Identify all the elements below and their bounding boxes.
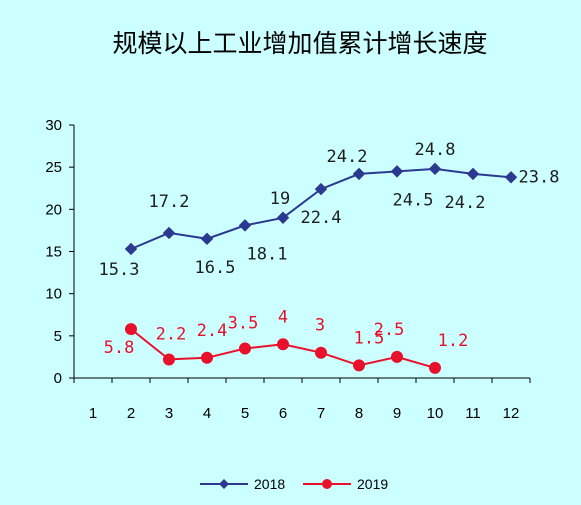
x-tick-label: 9 xyxy=(393,405,401,422)
legend-label: 2018 xyxy=(254,476,285,492)
data-label: 1.5 xyxy=(354,328,385,348)
data-point xyxy=(504,171,518,184)
x-tick-label: 5 xyxy=(241,405,249,422)
x-tick-label: 10 xyxy=(427,405,444,422)
data-label: 2.2 xyxy=(156,324,187,344)
data-label: 3.5 xyxy=(228,313,259,333)
data-point xyxy=(125,323,137,336)
data-point xyxy=(390,165,404,178)
x-tick-label: 2 xyxy=(127,405,135,422)
data-point xyxy=(162,226,176,240)
data-point xyxy=(201,351,213,364)
data-label: 2.5 xyxy=(374,320,405,340)
data-point xyxy=(239,342,251,355)
series-b: 5.8 2.2 2.4 3.5 4 3 1.52.5 1.2 xyxy=(104,307,469,374)
chart-legend: 2018 2019 xyxy=(200,476,388,492)
data-point xyxy=(352,167,366,181)
legend-item: 2019 xyxy=(303,476,388,492)
data-point xyxy=(314,182,328,196)
data-label: 17.2 xyxy=(149,192,190,212)
data-point xyxy=(163,353,175,366)
data-label: 15.3 xyxy=(99,260,140,280)
data-label: 4 xyxy=(278,307,288,327)
data-label: 19 xyxy=(270,189,290,209)
y-tick-label: 0 xyxy=(54,370,62,387)
data-point xyxy=(466,167,480,181)
data-point xyxy=(276,211,290,224)
x-tick-label: 8 xyxy=(355,405,363,422)
data-point xyxy=(124,242,138,256)
legend-item: 2018 xyxy=(200,476,285,492)
data-label: 2.4 xyxy=(197,321,228,341)
x-tick-label: 4 xyxy=(203,405,211,422)
legend-marker xyxy=(322,479,332,489)
data-point xyxy=(353,359,365,372)
data-label: 24.2 xyxy=(445,193,486,213)
x-tick-label: 7 xyxy=(317,405,325,422)
data-label: 5.8 xyxy=(104,338,135,358)
y-tick-label: 20 xyxy=(45,201,62,218)
data-label: 22.4 xyxy=(301,208,342,228)
data-label: 24.8 xyxy=(415,140,456,160)
legend-marker xyxy=(219,479,229,489)
y-tick-label: 5 xyxy=(54,328,62,345)
x-tick-label: 1 xyxy=(89,405,97,422)
data-label: 1.2 xyxy=(438,331,469,351)
y-tick-label: 25 xyxy=(45,159,62,176)
x-tick-label: 3 xyxy=(165,405,173,422)
data-point xyxy=(429,361,441,374)
data-point xyxy=(315,346,327,359)
series-a: 15.3 17.2 16.5 18.1 19 22.4 24.2 24.5 24.8 24.2 23… xyxy=(99,140,560,280)
x-tick-label: 6 xyxy=(279,405,287,422)
legend-label: 2019 xyxy=(357,476,388,492)
data-point xyxy=(200,232,214,246)
plot-area: 15.3 17.2 16.5 18.1 19 22.4 24.2 24.5 24.8 24.2 23… xyxy=(99,140,560,374)
data-label: 24.2 xyxy=(327,147,368,167)
chart-title: 规模以上工业增加值累计增长速度 xyxy=(112,29,487,58)
data-point xyxy=(391,350,403,363)
data-label: 18.1 xyxy=(247,244,288,264)
data-point xyxy=(277,338,289,351)
data-label: 23.8 xyxy=(519,167,560,187)
data-label: 24.5 xyxy=(393,190,434,210)
data-label: 3 xyxy=(315,316,325,336)
x-tick-label: 12 xyxy=(503,405,520,422)
data-point xyxy=(428,162,442,176)
data-label: 16.5 xyxy=(195,258,236,278)
y-tick-label: 10 xyxy=(45,286,62,303)
x-tick-label: 11 xyxy=(465,405,481,422)
y-tick-label: 15 xyxy=(45,244,62,261)
y-tick-label: 30 xyxy=(45,117,62,134)
data-point xyxy=(238,219,252,232)
